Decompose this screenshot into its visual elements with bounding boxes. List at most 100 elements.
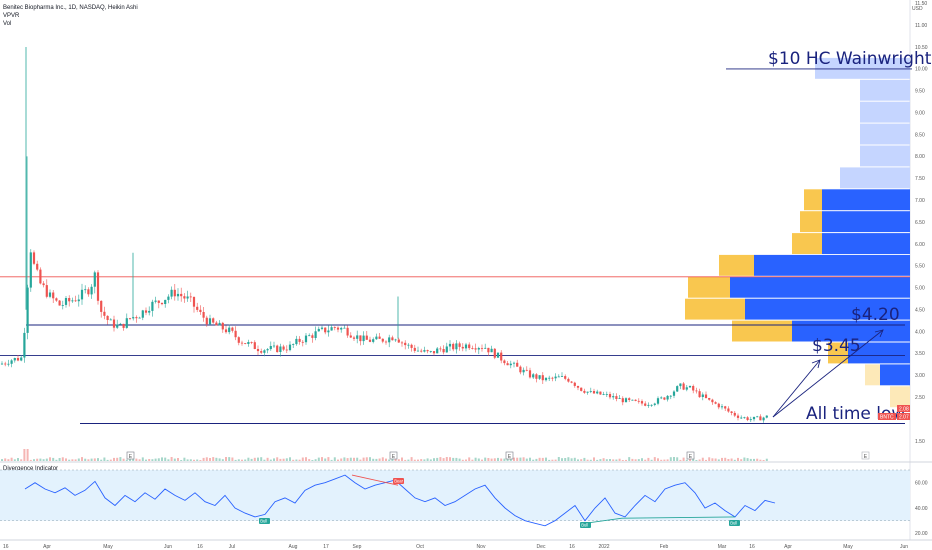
candle-body bbox=[535, 374, 538, 379]
volume-bar bbox=[362, 457, 365, 461]
volume-bar bbox=[628, 457, 631, 461]
candle-body bbox=[522, 369, 525, 373]
vp-buy-bar bbox=[745, 298, 910, 320]
volume-bar bbox=[39, 458, 42, 461]
candle-body bbox=[36, 263, 39, 270]
candle-body bbox=[103, 311, 106, 316]
earnings-marker[interactable] bbox=[686, 451, 695, 460]
volume-bar bbox=[644, 459, 647, 461]
volume-bar bbox=[132, 458, 135, 461]
candle-body bbox=[224, 329, 228, 333]
target-label[interactable]: $10 HC Wainwright bbox=[768, 49, 932, 69]
volume-bar bbox=[237, 459, 240, 461]
time-tick: Apr bbox=[43, 544, 51, 550]
volume-bar bbox=[4, 458, 7, 461]
volume-bar bbox=[349, 457, 352, 461]
volume-bar bbox=[548, 459, 551, 461]
price-tick: 8.00 bbox=[915, 154, 925, 160]
candle-body bbox=[647, 404, 650, 406]
volume-bar bbox=[532, 459, 535, 461]
indicator-vpvr-label[interactable]: VPVR bbox=[3, 13, 20, 19]
volume-bar bbox=[599, 459, 602, 461]
candle-body bbox=[672, 391, 676, 396]
candle-body bbox=[250, 342, 253, 343]
earnings-marker[interactable] bbox=[861, 451, 870, 460]
candle-body bbox=[237, 337, 240, 343]
earnings-marker[interactable] bbox=[505, 451, 514, 460]
vp-sell-bar bbox=[804, 189, 822, 211]
candle-body bbox=[544, 377, 548, 381]
candle-body bbox=[432, 351, 436, 354]
candle-body bbox=[496, 352, 500, 358]
level-420-label[interactable]: $4.20 bbox=[851, 305, 900, 325]
candle-body bbox=[64, 298, 68, 305]
volume-bar bbox=[20, 459, 23, 461]
volume-bar bbox=[81, 457, 83, 461]
oscillator-title[interactable]: Divergence Indicator bbox=[3, 466, 58, 472]
volume-bar bbox=[154, 458, 157, 461]
earnings-marker-label: E bbox=[129, 454, 133, 460]
trend-arrows[interactable] bbox=[772, 329, 884, 418]
candle-body bbox=[724, 406, 727, 409]
candle-body bbox=[637, 400, 640, 402]
volume-bar bbox=[52, 457, 55, 461]
volume-bar bbox=[727, 459, 730, 461]
volume-bar bbox=[746, 458, 749, 461]
volume-bar bbox=[660, 459, 663, 461]
volume-bar bbox=[330, 459, 333, 461]
volume-bar bbox=[426, 458, 429, 461]
candle-body bbox=[586, 391, 589, 393]
volume-bar bbox=[634, 459, 637, 461]
candle-body bbox=[532, 374, 535, 378]
price-axis[interactable]: 11.50 11.00 10.50 10.00 9.50 9.00 8.50 8.00 7.50… bbox=[915, 1, 928, 445]
candle-body bbox=[685, 387, 688, 390]
volume-bar bbox=[429, 459, 432, 461]
level-345-label[interactable]: $3.45 bbox=[812, 336, 861, 356]
time-tick: Jun bbox=[900, 544, 908, 550]
time-axis[interactable]: 16 Apr May Jun 16 Jul Aug 17 Sep Oct Nov Dec 16 2022 F… bbox=[3, 544, 908, 550]
volume-bar bbox=[45, 458, 48, 461]
candle-body bbox=[119, 323, 122, 325]
volume-bar bbox=[567, 457, 570, 461]
oscillator-pane[interactable]: Bear Bull Bull Bull bbox=[0, 469, 910, 528]
earnings-markers[interactable]: E E E E E bbox=[126, 451, 870, 460]
arrow-to-345[interactable] bbox=[772, 359, 821, 418]
volume-profile bbox=[685, 57, 910, 408]
candle-body bbox=[452, 343, 455, 350]
candle-body bbox=[698, 391, 701, 398]
oscillator-band bbox=[0, 470, 910, 521]
volume-bar bbox=[138, 459, 141, 461]
volume-bars bbox=[1, 449, 768, 461]
indicator-vol-label[interactable]: Vol bbox=[3, 21, 11, 27]
candle-body bbox=[381, 338, 384, 342]
candle-body bbox=[676, 386, 679, 392]
volume-bar bbox=[682, 457, 685, 461]
candle-body bbox=[458, 343, 461, 347]
candle-body bbox=[653, 403, 656, 405]
candle-body bbox=[205, 317, 208, 325]
candle-body bbox=[554, 376, 557, 379]
earnings-marker[interactable] bbox=[389, 451, 398, 460]
candle-body bbox=[618, 398, 621, 399]
candle-body bbox=[701, 394, 704, 397]
volume-bar bbox=[698, 459, 701, 461]
candles[interactable] bbox=[0, 47, 768, 423]
price-tick: 9.50 bbox=[915, 89, 925, 95]
candle-body bbox=[125, 318, 128, 328]
volume-bar bbox=[535, 458, 538, 461]
candle-body bbox=[509, 363, 512, 366]
candle-body bbox=[154, 300, 157, 302]
volume-bar bbox=[157, 458, 160, 461]
candle-body bbox=[26, 287, 29, 333]
time-tick: May bbox=[843, 544, 853, 550]
earnings-marker[interactable] bbox=[126, 451, 135, 460]
volume-bar bbox=[119, 457, 122, 461]
arrow-to-420[interactable] bbox=[772, 329, 884, 418]
volume-bar bbox=[701, 457, 704, 461]
candle-body bbox=[74, 300, 77, 302]
candle-body bbox=[621, 398, 624, 403]
vp-sell-bar bbox=[800, 211, 822, 233]
volume-bar bbox=[225, 457, 227, 461]
horizontal-levels[interactable] bbox=[0, 68, 912, 424]
